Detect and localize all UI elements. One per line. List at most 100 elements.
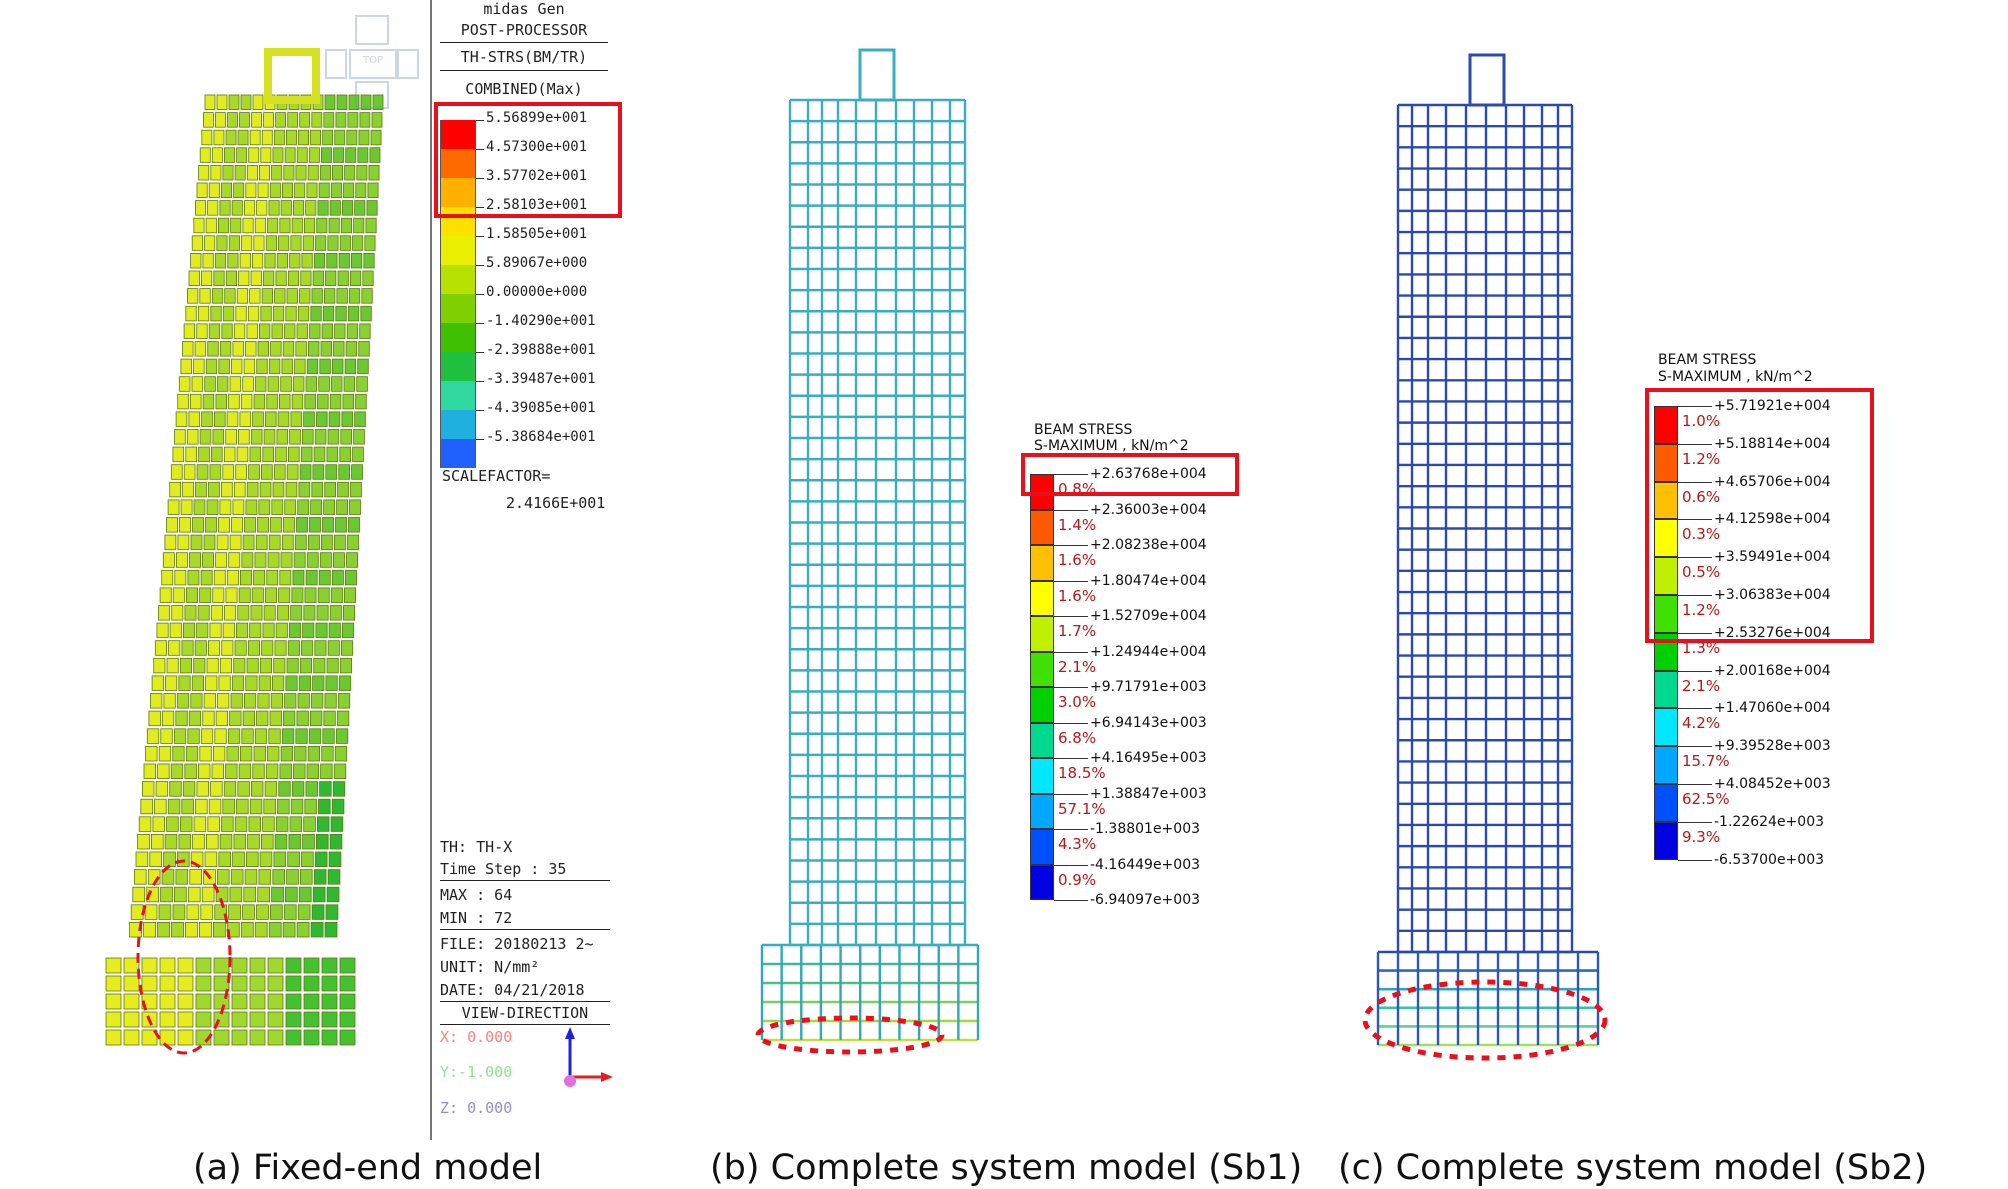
legend-tick [1678, 519, 1712, 521]
frame-bay [307, 746, 321, 762]
legend-value: -5.38684e+001 [486, 429, 596, 445]
frame-bay [244, 869, 258, 885]
sb1-model-viewport[interactable] [0, 0, 1000, 1080]
frame-bay [187, 728, 200, 744]
frame-bay [299, 464, 312, 480]
frame-bay [366, 200, 378, 216]
legend-tick [1054, 687, 1088, 688]
frame-bay [216, 94, 228, 111]
frame-bay [269, 182, 281, 199]
podium-bay [141, 957, 158, 974]
legend-percent: 1.4% [1058, 515, 1097, 534]
frame-bay [283, 517, 295, 533]
frame-bay [318, 798, 331, 815]
frame-bay [275, 270, 287, 287]
frame-bay [312, 464, 325, 480]
info-rule-2 [440, 929, 610, 930]
frame-bay [283, 164, 295, 181]
frame-bay [354, 411, 366, 427]
frame-bay [239, 746, 253, 762]
frame-bay [224, 605, 237, 621]
frame-bay [192, 517, 204, 533]
frame-bay [276, 252, 289, 269]
frame-bay [219, 341, 232, 357]
legend-value: +5.18814e+004 [1714, 435, 1831, 452]
frame-bay [341, 411, 354, 427]
frame-bay [265, 763, 279, 780]
frame-bay [327, 640, 340, 656]
frame-bay [289, 429, 301, 445]
frame-bay [303, 411, 315, 427]
tower-frame-a [105, 48, 384, 1055]
frame-bay [302, 235, 314, 251]
frame-bay [178, 834, 192, 850]
frame-bay [357, 358, 369, 375]
legend-value: +1.24944e+004 [1090, 643, 1207, 660]
frame-bay [167, 798, 181, 815]
legend-tick [1054, 616, 1088, 617]
fixed-end-model-viewport[interactable] [0, 0, 440, 1080]
frame-bay [327, 869, 341, 885]
frame-bay [246, 657, 259, 674]
view-direction-label: VIEW-DIRECTION [461, 1004, 589, 1022]
frame-bay [342, 393, 354, 410]
frame-bay [211, 763, 225, 780]
frame-bay [268, 358, 281, 375]
frame-bay [200, 904, 214, 920]
frame-bay [240, 922, 254, 938]
legend-value: 5.56899e+001 [486, 110, 588, 126]
podium-bay [141, 1029, 158, 1046]
frame-bay [236, 288, 249, 304]
frame-bay [200, 270, 213, 287]
legend-swatch [1654, 821, 1678, 860]
podium-bay [123, 1011, 140, 1028]
frame-bay [320, 147, 332, 163]
frame-bay [296, 323, 308, 339]
frame-bay [242, 217, 254, 234]
frame-bay [172, 904, 186, 920]
podium-bay [267, 957, 284, 974]
frame-bay [258, 869, 272, 885]
frame-bay [188, 270, 200, 287]
frame-bay [218, 851, 232, 868]
frame-bay [170, 763, 184, 780]
frame-bay [300, 270, 312, 287]
frame-bay [174, 569, 187, 586]
frame-bay [352, 446, 364, 463]
frame-bay [313, 446, 326, 463]
sb2-model-viewport[interactable] [0, 0, 2008, 1080]
frame-bay [268, 922, 282, 938]
frame-bay [245, 851, 259, 868]
frame-bay [284, 886, 298, 903]
view-cube-icon[interactable]: TOP [325, 15, 419, 109]
legend-percent: 1.7% [1058, 622, 1097, 640]
legend-value: +4.65706e+004 [1714, 473, 1831, 490]
legend-swatch [440, 381, 476, 410]
legend-swatch [440, 294, 476, 323]
frame-bay [267, 746, 280, 762]
legend-value: 5.89067e+000 [486, 255, 588, 271]
frame-bay [242, 904, 255, 920]
date-label: DATE: 04/21/2018 [440, 981, 585, 999]
frame-bay [236, 798, 249, 815]
frame-bay [221, 640, 234, 656]
legend-swatch [440, 178, 476, 207]
frame-bay [231, 517, 243, 533]
frame-bay [216, 235, 228, 251]
legend-value: +1.52709e+004 [1090, 608, 1207, 624]
frame-bay [274, 640, 287, 656]
legend-value: +2.08238e+004 [1090, 537, 1207, 553]
highlight-box-c [1645, 388, 1874, 643]
frame-bay [164, 675, 178, 691]
frame-bay [304, 798, 317, 815]
frame-bay [338, 464, 351, 480]
frame-bay [368, 164, 380, 181]
frame-bay [185, 587, 198, 603]
frame-bay [227, 112, 238, 128]
frame-bay [263, 112, 275, 128]
view-z-label: Z: 0.000 [440, 1099, 513, 1117]
frame-bay [331, 358, 344, 375]
frame-bay [207, 816, 220, 832]
legend-tick [1678, 557, 1712, 559]
frame-bay [164, 834, 178, 850]
